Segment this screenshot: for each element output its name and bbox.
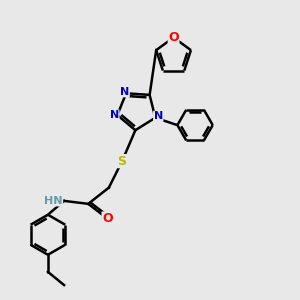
Text: N: N <box>120 87 129 97</box>
Text: N: N <box>110 110 119 120</box>
Text: O: O <box>168 31 179 44</box>
Text: HN: HN <box>44 196 63 206</box>
Text: S: S <box>118 154 127 168</box>
Text: N: N <box>154 111 163 121</box>
Text: O: O <box>102 212 113 225</box>
